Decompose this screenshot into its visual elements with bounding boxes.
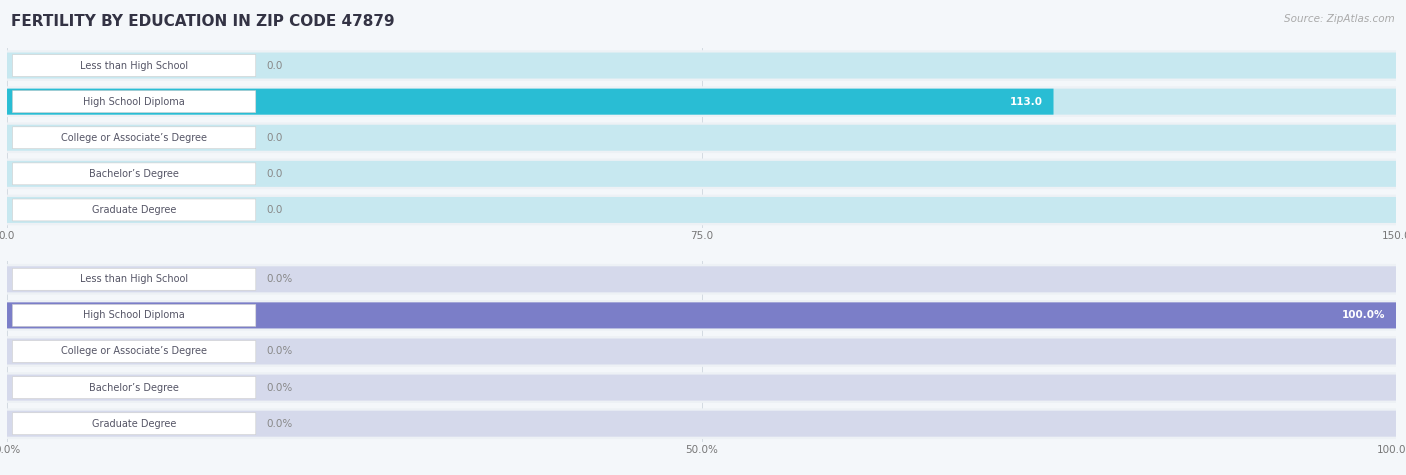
Text: 100.0%: 100.0% — [1341, 310, 1385, 321]
FancyBboxPatch shape — [7, 372, 1396, 403]
FancyBboxPatch shape — [7, 89, 1053, 114]
Text: Graduate Degree: Graduate Degree — [91, 205, 176, 215]
FancyBboxPatch shape — [7, 300, 1396, 331]
FancyBboxPatch shape — [7, 123, 1396, 153]
FancyBboxPatch shape — [13, 268, 256, 290]
FancyBboxPatch shape — [7, 159, 1396, 189]
Text: Less than High School: Less than High School — [80, 274, 188, 285]
FancyBboxPatch shape — [7, 125, 1396, 151]
Text: 0.0%: 0.0% — [267, 418, 292, 429]
Text: Source: ZipAtlas.com: Source: ZipAtlas.com — [1284, 14, 1395, 24]
Text: 0.0: 0.0 — [267, 133, 283, 143]
Text: 0.0%: 0.0% — [267, 346, 292, 357]
FancyBboxPatch shape — [13, 413, 256, 435]
FancyBboxPatch shape — [7, 408, 1396, 439]
FancyBboxPatch shape — [7, 411, 1396, 437]
Text: Less than High School: Less than High School — [80, 60, 188, 71]
FancyBboxPatch shape — [7, 53, 1396, 78]
Text: High School Diploma: High School Diploma — [83, 310, 186, 321]
FancyBboxPatch shape — [13, 199, 256, 221]
Text: 113.0: 113.0 — [1010, 96, 1042, 107]
FancyBboxPatch shape — [7, 375, 1396, 400]
FancyBboxPatch shape — [7, 50, 1396, 81]
Text: 0.0: 0.0 — [267, 60, 283, 71]
FancyBboxPatch shape — [7, 264, 1396, 294]
Text: College or Associate’s Degree: College or Associate’s Degree — [60, 346, 207, 357]
Text: Graduate Degree: Graduate Degree — [91, 418, 176, 429]
FancyBboxPatch shape — [7, 195, 1396, 225]
FancyBboxPatch shape — [7, 303, 1396, 328]
FancyBboxPatch shape — [13, 55, 256, 76]
FancyBboxPatch shape — [7, 161, 1396, 187]
Text: College or Associate’s Degree: College or Associate’s Degree — [60, 133, 207, 143]
Text: Bachelor’s Degree: Bachelor’s Degree — [89, 169, 179, 179]
FancyBboxPatch shape — [13, 127, 256, 149]
Text: FERTILITY BY EDUCATION IN ZIP CODE 47879: FERTILITY BY EDUCATION IN ZIP CODE 47879 — [11, 14, 395, 29]
FancyBboxPatch shape — [7, 339, 1396, 364]
FancyBboxPatch shape — [13, 304, 256, 326]
FancyBboxPatch shape — [13, 91, 256, 113]
FancyBboxPatch shape — [7, 197, 1396, 223]
FancyBboxPatch shape — [7, 86, 1396, 117]
Text: 0.0%: 0.0% — [267, 274, 292, 285]
FancyBboxPatch shape — [7, 266, 1396, 292]
FancyBboxPatch shape — [13, 377, 256, 399]
Text: 0.0%: 0.0% — [267, 382, 292, 393]
FancyBboxPatch shape — [7, 89, 1396, 114]
Text: 0.0: 0.0 — [267, 169, 283, 179]
Text: 0.0: 0.0 — [267, 205, 283, 215]
Text: Bachelor’s Degree: Bachelor’s Degree — [89, 382, 179, 393]
FancyBboxPatch shape — [7, 336, 1396, 367]
FancyBboxPatch shape — [13, 341, 256, 362]
Text: High School Diploma: High School Diploma — [83, 96, 186, 107]
FancyBboxPatch shape — [7, 303, 1396, 328]
FancyBboxPatch shape — [13, 163, 256, 185]
